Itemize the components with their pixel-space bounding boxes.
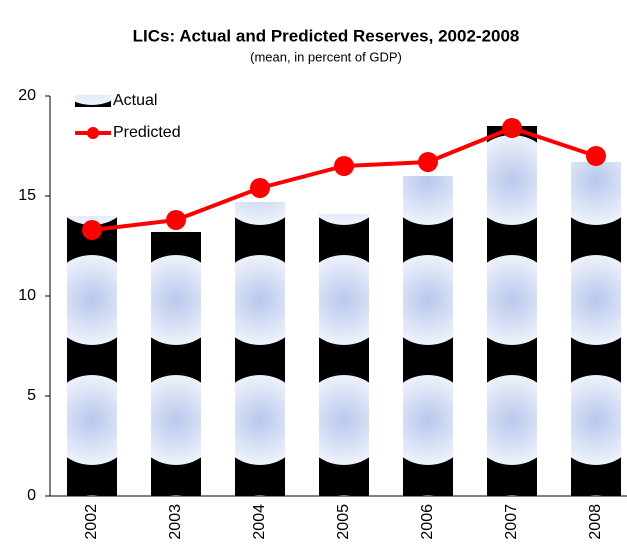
marker — [418, 152, 438, 172]
plot-area — [67, 126, 621, 496]
bar — [235, 202, 285, 496]
bar — [487, 126, 537, 496]
y-tick-label: 15 — [18, 187, 36, 204]
marker — [502, 118, 522, 138]
legend-label: Predicted — [113, 124, 181, 141]
y-tick-label: 20 — [18, 87, 36, 104]
bar — [403, 176, 453, 496]
marker — [166, 210, 186, 230]
marker — [586, 146, 606, 166]
bar — [151, 232, 201, 496]
marker — [250, 178, 270, 198]
x-tick-label: 2008 — [587, 504, 604, 540]
x-tick-label: 2004 — [251, 504, 268, 540]
x-tick-label: 2007 — [503, 504, 520, 540]
chart-title: LICs: Actual and Predicted Reserves, 200… — [133, 26, 520, 45]
x-tick-label: 2003 — [167, 504, 184, 540]
y-tick-label: 0 — [27, 487, 36, 504]
y-tick-label: 5 — [27, 387, 36, 404]
marker — [82, 220, 102, 240]
x-tick-label: 2002 — [83, 504, 100, 540]
marker — [334, 156, 354, 176]
bar — [67, 216, 117, 496]
legend-swatch — [75, 95, 111, 107]
bar — [571, 162, 621, 496]
y-tick-label: 10 — [18, 287, 36, 304]
x-tick-label: 2006 — [419, 504, 436, 540]
chart-subtitle: (mean, in percent of GDP) — [250, 49, 402, 64]
legend-label: Actual — [113, 92, 157, 109]
x-tick-label: 2005 — [335, 504, 352, 540]
legend-marker — [87, 127, 99, 139]
bar — [319, 214, 369, 496]
